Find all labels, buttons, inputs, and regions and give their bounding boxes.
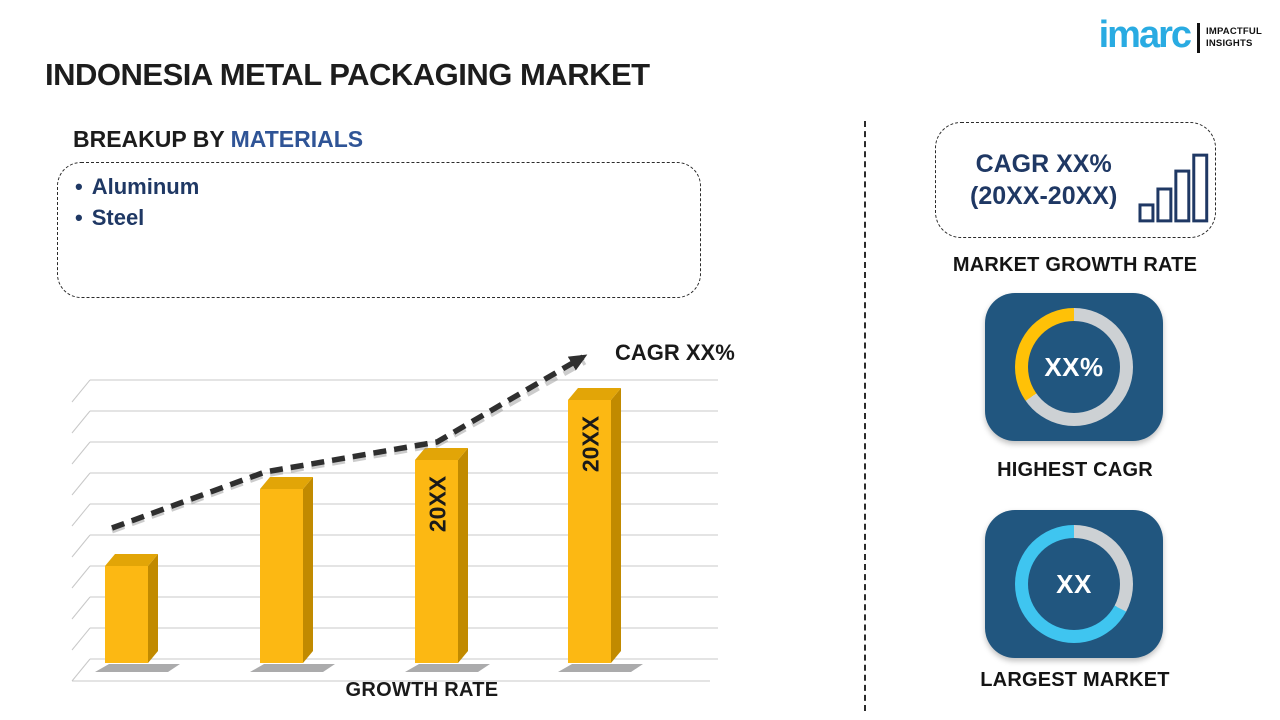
bar-side-face xyxy=(303,477,313,663)
cagr-box-line2: (20XX-20XX) xyxy=(970,182,1118,210)
bar xyxy=(260,489,303,663)
bar-chart-icon xyxy=(1138,153,1209,223)
bar-shadow xyxy=(250,664,335,672)
largest-market-tile: XX xyxy=(985,510,1163,658)
gridline-tick xyxy=(71,441,91,465)
market-growth-rate-label: MARKET GROWTH RATE xyxy=(952,254,1198,276)
list-item-steel: Steel xyxy=(75,202,199,233)
bar-shadow xyxy=(95,664,180,672)
largest-market-value: XX xyxy=(1056,568,1092,599)
bar-shadow xyxy=(405,664,490,672)
bar-top-face xyxy=(415,448,468,460)
bar-label: 20XX xyxy=(425,475,451,532)
chart-gridlines xyxy=(71,379,718,682)
logo-divider-bar xyxy=(1197,23,1201,53)
bar xyxy=(105,566,148,663)
bar xyxy=(415,460,458,663)
trend-line-shadow xyxy=(111,359,587,534)
bar-side-face xyxy=(611,388,621,663)
largest-market-caption: LARGEST MARKET xyxy=(980,669,1170,691)
logo-tagline-line2: INSIGHTS xyxy=(1206,38,1253,49)
gridline-tick xyxy=(71,534,91,558)
bar-top-face xyxy=(568,388,621,400)
x-axis-label: GROWTH RATE xyxy=(345,679,499,701)
bar-top-face xyxy=(260,477,313,489)
breakup-heading-highlight: MATERIALS xyxy=(230,126,364,152)
imarc-brand-text: imarc xyxy=(1098,14,1192,56)
cagr-box: CAGR XX% (20XX-20XX) xyxy=(935,122,1216,238)
logo-tagline: IMPACTFUL INSIGHTS xyxy=(1206,26,1262,50)
cagr-box-line1: CAGR XX% xyxy=(975,149,1112,178)
bar-side-face xyxy=(148,554,158,663)
materials-box xyxy=(57,162,701,298)
gridline-tick xyxy=(71,565,91,589)
gridline-tick xyxy=(71,627,91,651)
highest-cagr-caption: HIGHEST CAGR xyxy=(997,459,1153,481)
bar-shadow xyxy=(558,664,643,672)
imarc-logo: imarc IMPACTFUL INSIGHTS xyxy=(1099,16,1262,54)
growth-rate-chart: 20XX 20XX xyxy=(71,354,718,682)
highest-cagr-value: XX% xyxy=(1044,351,1104,382)
cagr-box-text: CAGR XX% (20XX-20XX) xyxy=(956,148,1131,213)
bar-label: 20XX xyxy=(578,415,604,472)
largest-market-donut xyxy=(1015,525,1133,643)
gridline-tick xyxy=(71,658,91,682)
trend-arrow xyxy=(111,354,588,531)
cagr-trend-label: CAGR XX% xyxy=(615,340,735,365)
bar-side-face xyxy=(458,448,468,663)
breakup-heading: BREAKUP BY MATERIALS xyxy=(73,126,363,153)
chart-bars: 20XX 20XX xyxy=(95,388,643,672)
bar xyxy=(568,400,611,663)
highest-cagr-donut xyxy=(1015,308,1133,426)
page-title: INDONESIA METAL PACKAGING MARKET xyxy=(45,57,650,92)
logo-tagline-line1: IMPACTFUL xyxy=(1206,26,1262,38)
bar-top-face xyxy=(105,554,158,566)
gridline-tick xyxy=(71,596,91,620)
gridline-tick xyxy=(71,410,91,434)
list-item-aluminum: Aluminum xyxy=(75,171,200,202)
panel-divider xyxy=(864,121,866,711)
materials-list: Aluminum Steel xyxy=(75,171,200,233)
breakup-heading-prefix: BREAKUP BY xyxy=(73,126,231,152)
highest-cagr-tile: XX% xyxy=(985,293,1163,441)
gridline-tick xyxy=(71,503,91,527)
gridline-tick xyxy=(71,379,91,403)
gridline-tick xyxy=(71,472,91,496)
